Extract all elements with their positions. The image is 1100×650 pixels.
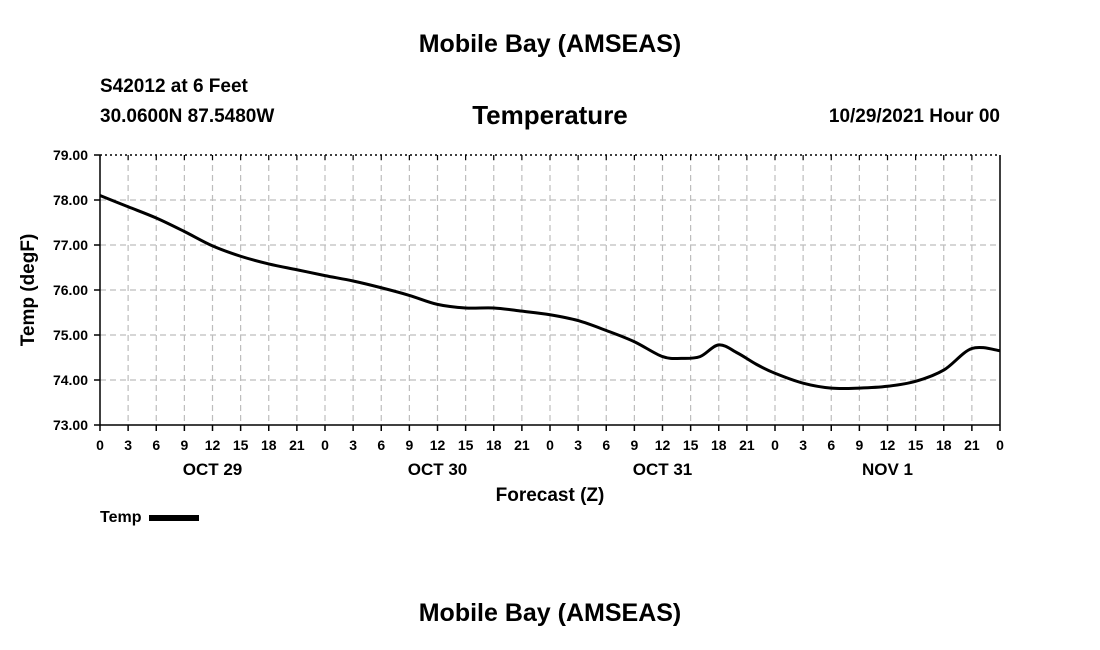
- main-title: Mobile Bay (AMSEAS): [418, 30, 682, 58]
- y-tick-label: 77.00: [53, 237, 88, 253]
- x-tick-label: 21: [289, 437, 305, 453]
- x-tick-label: 12: [205, 437, 221, 453]
- x-tick-label: 12: [430, 437, 446, 453]
- x-tick-label: 6: [152, 437, 160, 453]
- forecast-datetime: 10/29/2021 Hour 00: [828, 106, 1000, 127]
- footer-title: Mobile Bay (AMSEAS): [418, 599, 682, 627]
- x-tick-label: 0: [996, 437, 1004, 453]
- coordinates-label: 30.0600N 87.5480W: [100, 106, 275, 127]
- day-label: OCT 30: [408, 460, 468, 479]
- y-tick-label: 75.00: [53, 327, 88, 343]
- x-tick-label: 9: [855, 437, 863, 453]
- x-tick-label: 15: [458, 437, 474, 453]
- x-tick-label: 9: [180, 437, 188, 453]
- temp-series-line: [99, 194, 1001, 391]
- legend: Temp: [100, 509, 200, 527]
- x-tick-label: 15: [908, 437, 924, 453]
- legend-swatch: [149, 514, 200, 521]
- x-tick-label: 18: [261, 437, 277, 453]
- y-tick-label: 73.00: [53, 417, 88, 433]
- x-tick-label: 6: [827, 437, 835, 453]
- x-tick-label: 21: [964, 437, 980, 453]
- x-tick-label: 18: [486, 437, 502, 453]
- y-axis-title: Temp (degF): [18, 234, 39, 347]
- x-tick-label: 15: [233, 437, 249, 453]
- x-tick-label: 3: [349, 437, 357, 453]
- x-tick-label: 18: [936, 437, 952, 453]
- x-tick-label: 0: [546, 437, 554, 453]
- day-label: OCT 31: [633, 460, 693, 479]
- chart-title: Temperature: [472, 100, 628, 130]
- legend-label: Temp: [100, 509, 142, 526]
- day-label: OCT 29: [183, 460, 243, 479]
- y-tick-label: 76.00: [53, 282, 88, 298]
- x-tick-label: 3: [124, 437, 132, 453]
- day-label: NOV 1: [862, 460, 913, 479]
- x-tick-label: 9: [630, 437, 638, 453]
- x-tick-label: 18: [711, 437, 727, 453]
- x-tick-label: 3: [574, 437, 582, 453]
- x-tick-label: 15: [683, 437, 699, 453]
- x-tick-label: 21: [514, 437, 530, 453]
- x-tick-label: 12: [880, 437, 896, 453]
- x-tick-label: 0: [321, 437, 329, 453]
- x-tick-label: 6: [377, 437, 385, 453]
- station-label: S42012 at 6 Feet: [100, 76, 248, 97]
- x-tick-label: 0: [771, 437, 779, 453]
- x-axis-title: Forecast (Z): [496, 485, 605, 506]
- y-tick-label: 79.00: [53, 147, 88, 163]
- x-tick-label: 3: [799, 437, 807, 453]
- x-tick-label: 0: [96, 437, 104, 453]
- x-tick-label: 6: [602, 437, 610, 453]
- y-tick-label: 78.00: [53, 192, 88, 208]
- x-tick-label: 9: [405, 437, 413, 453]
- x-tick-label: 12: [655, 437, 671, 453]
- y-tick-label: 74.00: [53, 372, 88, 388]
- x-tick-label: 21: [739, 437, 755, 453]
